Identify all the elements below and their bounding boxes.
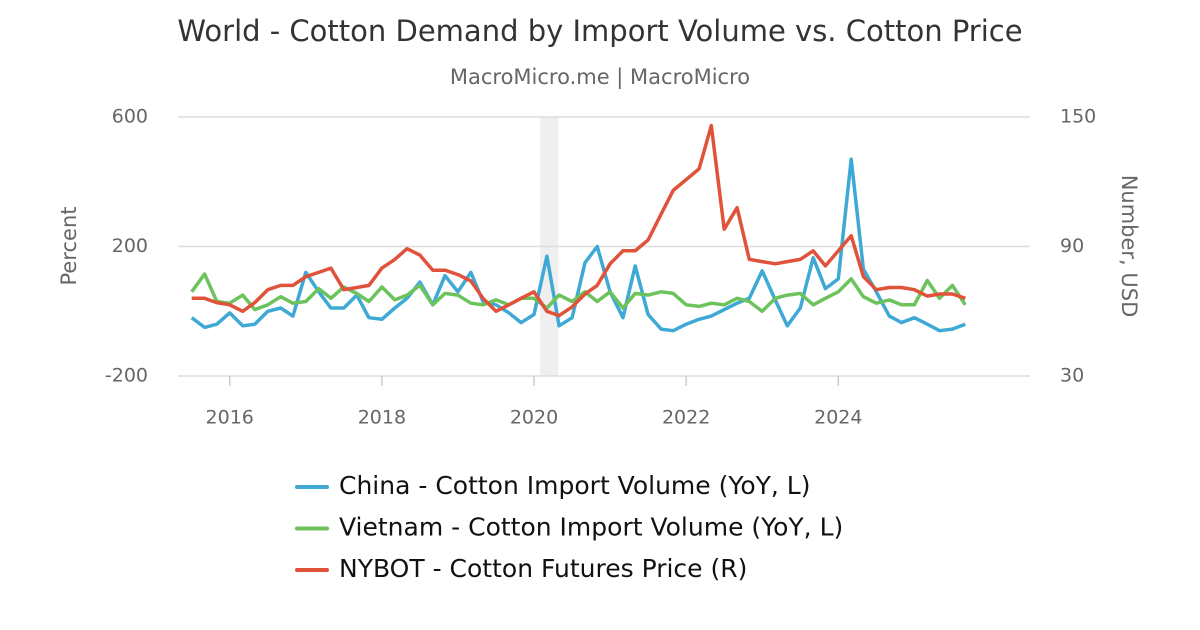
x-tick-label: 2022 xyxy=(662,407,710,429)
y2-tick-label: 90 xyxy=(1060,235,1084,257)
series-line xyxy=(190,157,966,333)
x-tick-label: 2020 xyxy=(510,407,558,429)
y2-tick-label: 150 xyxy=(1060,106,1096,128)
y-tick-label: -200 xyxy=(105,365,148,387)
x-tick-label: 2024 xyxy=(814,407,862,429)
y-axis-label: Percent xyxy=(57,206,81,285)
y-tick-label: 200 xyxy=(112,235,148,257)
x-tick-label: 2018 xyxy=(358,407,406,429)
legend-label: Vietnam - Cotton Import Volume (YoY, L) xyxy=(339,513,843,542)
legend-label: NYBOT - Cotton Futures Price (R) xyxy=(339,554,747,583)
x-tick-label: 2016 xyxy=(206,407,254,429)
y-tick-label: 600 xyxy=(112,106,148,128)
series-line xyxy=(191,123,966,318)
chart-subtitle: MacroMicro.me | MacroMicro xyxy=(450,65,750,90)
y2-axis-label: Number, USD xyxy=(1117,175,1141,318)
chart-title: World - Cotton Demand by Import Volume v… xyxy=(177,14,1022,48)
y2-tick-label: 30 xyxy=(1060,365,1084,387)
series-line xyxy=(190,272,967,314)
legend-label: China - Cotton Import Volume (YoY, L) xyxy=(339,471,810,500)
